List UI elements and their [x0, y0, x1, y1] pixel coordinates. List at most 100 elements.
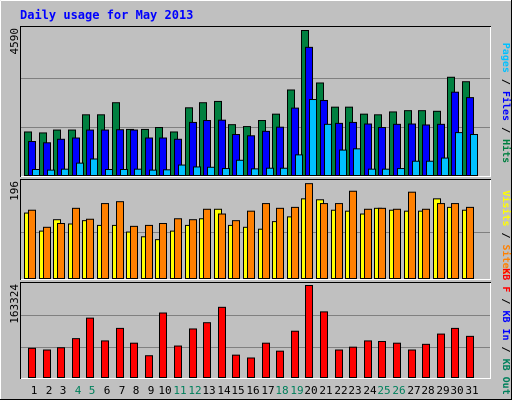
bar-sites-day-19: [291, 206, 299, 279]
bar-sites-day-30: [451, 203, 459, 279]
x-tick-label-day-9: 9: [148, 384, 155, 397]
bar-kb-f-day-7: [116, 327, 124, 379]
legend-panel-1: Visits / Sites: [500, 190, 512, 274]
x-tick-label-day-6: 6: [104, 384, 111, 397]
bar-pages-day-17: [266, 167, 274, 176]
panel-visits-sites: [20, 179, 491, 280]
x-tick-label-day-14: 14: [217, 384, 231, 397]
legend-part-2-0: KB F: [500, 268, 511, 292]
hits-ymax-label: 4590: [8, 28, 21, 55]
bar-kb-f-day-1: [28, 347, 36, 378]
bar-kb-f-day-25: [378, 340, 386, 378]
x-tick-label-day-13: 13: [202, 384, 215, 397]
bar-kb-f-day-30: [451, 327, 459, 379]
bar-sites-day-21: [320, 203, 328, 279]
x-tick-label-day-23: 23: [348, 384, 361, 397]
bar-sites-day-20: [305, 183, 313, 279]
x-tick-label-day-8: 8: [133, 384, 140, 397]
bar-sites-day-1: [28, 209, 36, 279]
bar-sites-day-27: [408, 191, 416, 279]
bar-pages-day-6: [105, 169, 113, 177]
kbytes-ymax-label: 163324: [8, 284, 21, 324]
x-tick-label-day-22: 22: [334, 384, 347, 397]
x-tick-label-day-4: 4: [75, 384, 82, 397]
x-tick-label-day-27: 27: [407, 384, 420, 397]
bar-sites-day-13: [203, 208, 211, 279]
bar-kb-f-day-3: [57, 347, 65, 379]
bar-kb-f-day-13: [203, 322, 211, 378]
legend-part-1-2: Sites: [500, 245, 512, 275]
x-tick-label-day-3: 3: [60, 384, 67, 397]
bar-pages-day-2: [47, 169, 55, 177]
x-tick-label-day-11: 11: [173, 384, 186, 397]
x-tick-label-day-17: 17: [261, 384, 274, 397]
bar-files-day-7: [116, 129, 124, 177]
bar-sites-day-28: [422, 208, 430, 279]
bar-pages-day-20: [309, 99, 317, 176]
legend-panel-2: KB F / KB In / KB Out: [500, 268, 511, 394]
bar-sites-day-5: [86, 218, 94, 279]
bar-sites-day-29: [437, 203, 445, 279]
bar-pages-day-7: [120, 169, 128, 177]
bar-kb-f-day-24: [364, 340, 372, 379]
x-tick-label-day-1: 1: [31, 384, 38, 397]
legend-part-0-2: Files: [500, 91, 512, 121]
legend-part-0-0: Pages: [500, 43, 511, 73]
x-tick-label-day-10: 10: [158, 384, 171, 397]
bar-kb-f-day-26: [393, 342, 401, 379]
bar-kb-f-day-12: [189, 328, 197, 379]
bar-kb-f-day-21: [320, 311, 328, 379]
bar-pages-day-11: [178, 164, 186, 177]
bar-sites-day-3: [57, 223, 65, 280]
bar-pages-day-14: [222, 168, 230, 176]
bar-sites-day-2: [43, 226, 51, 279]
bar-pages-day-12: [193, 166, 201, 177]
bar-sites-day-15: [232, 220, 240, 280]
bar-kb-f-day-10: [159, 312, 167, 378]
bar-kb-f-day-14: [218, 306, 226, 378]
bar-sites-day-16: [247, 210, 255, 279]
bar-sites-day-18: [276, 207, 284, 280]
legend-part-2-1: /: [500, 292, 511, 310]
bar-marks: [24, 30, 478, 379]
bar-pages-day-13: [207, 166, 215, 177]
bar-pages-day-9: [149, 169, 157, 177]
bar-pages-day-22: [339, 149, 347, 176]
x-tick-label-day-5: 5: [89, 384, 96, 397]
bar-pages-day-15: [236, 159, 244, 176]
bar-files-day-8: [130, 129, 138, 176]
bar-kb-f-day-28: [422, 343, 430, 378]
bar-kb-f-day-11: [174, 345, 182, 378]
bar-pages-day-29: [441, 157, 449, 176]
x-tick-label-day-30: 30: [450, 384, 463, 397]
bar-kb-f-day-15: [232, 354, 240, 379]
bar-pages-day-8: [134, 168, 142, 177]
visits-ymax-label: 196: [8, 181, 21, 201]
bar-sites-day-7: [116, 201, 124, 279]
x-tick-label-day-12: 12: [188, 384, 201, 397]
x-tick-label-day-15: 15: [231, 384, 244, 397]
bar-pages-day-10: [163, 169, 171, 177]
bar-files-day-26: [393, 123, 401, 176]
bar-kb-f-day-31: [466, 335, 474, 378]
bar-pages-day-31: [470, 134, 478, 177]
bar-sites-day-17: [262, 203, 270, 279]
bar-kb-f-day-29: [437, 333, 445, 378]
x-axis-day-labels: 1 2 3 4 5 6 7 8 9 10 11 12 13 14 15 16 17 18 19 20 21 22 23 24 2…: [31, 384, 479, 397]
bar-sites-day-8: [130, 225, 138, 280]
bar-kb-f-day-23: [349, 346, 357, 378]
x-tick-label-day-26: 26: [392, 384, 405, 397]
bar-sites-day-11: [174, 218, 182, 279]
bar-pages-day-23: [353, 148, 361, 176]
bar-pages-day-4: [76, 162, 84, 176]
bar-kb-f-day-4: [72, 338, 80, 379]
legend-part-1-0: Visits: [500, 190, 512, 226]
bar-kb-f-day-2: [43, 349, 51, 379]
bar-sites-day-25: [378, 207, 386, 280]
bar-sites-day-26: [393, 208, 401, 279]
x-tick-label-day-19: 19: [290, 384, 303, 397]
